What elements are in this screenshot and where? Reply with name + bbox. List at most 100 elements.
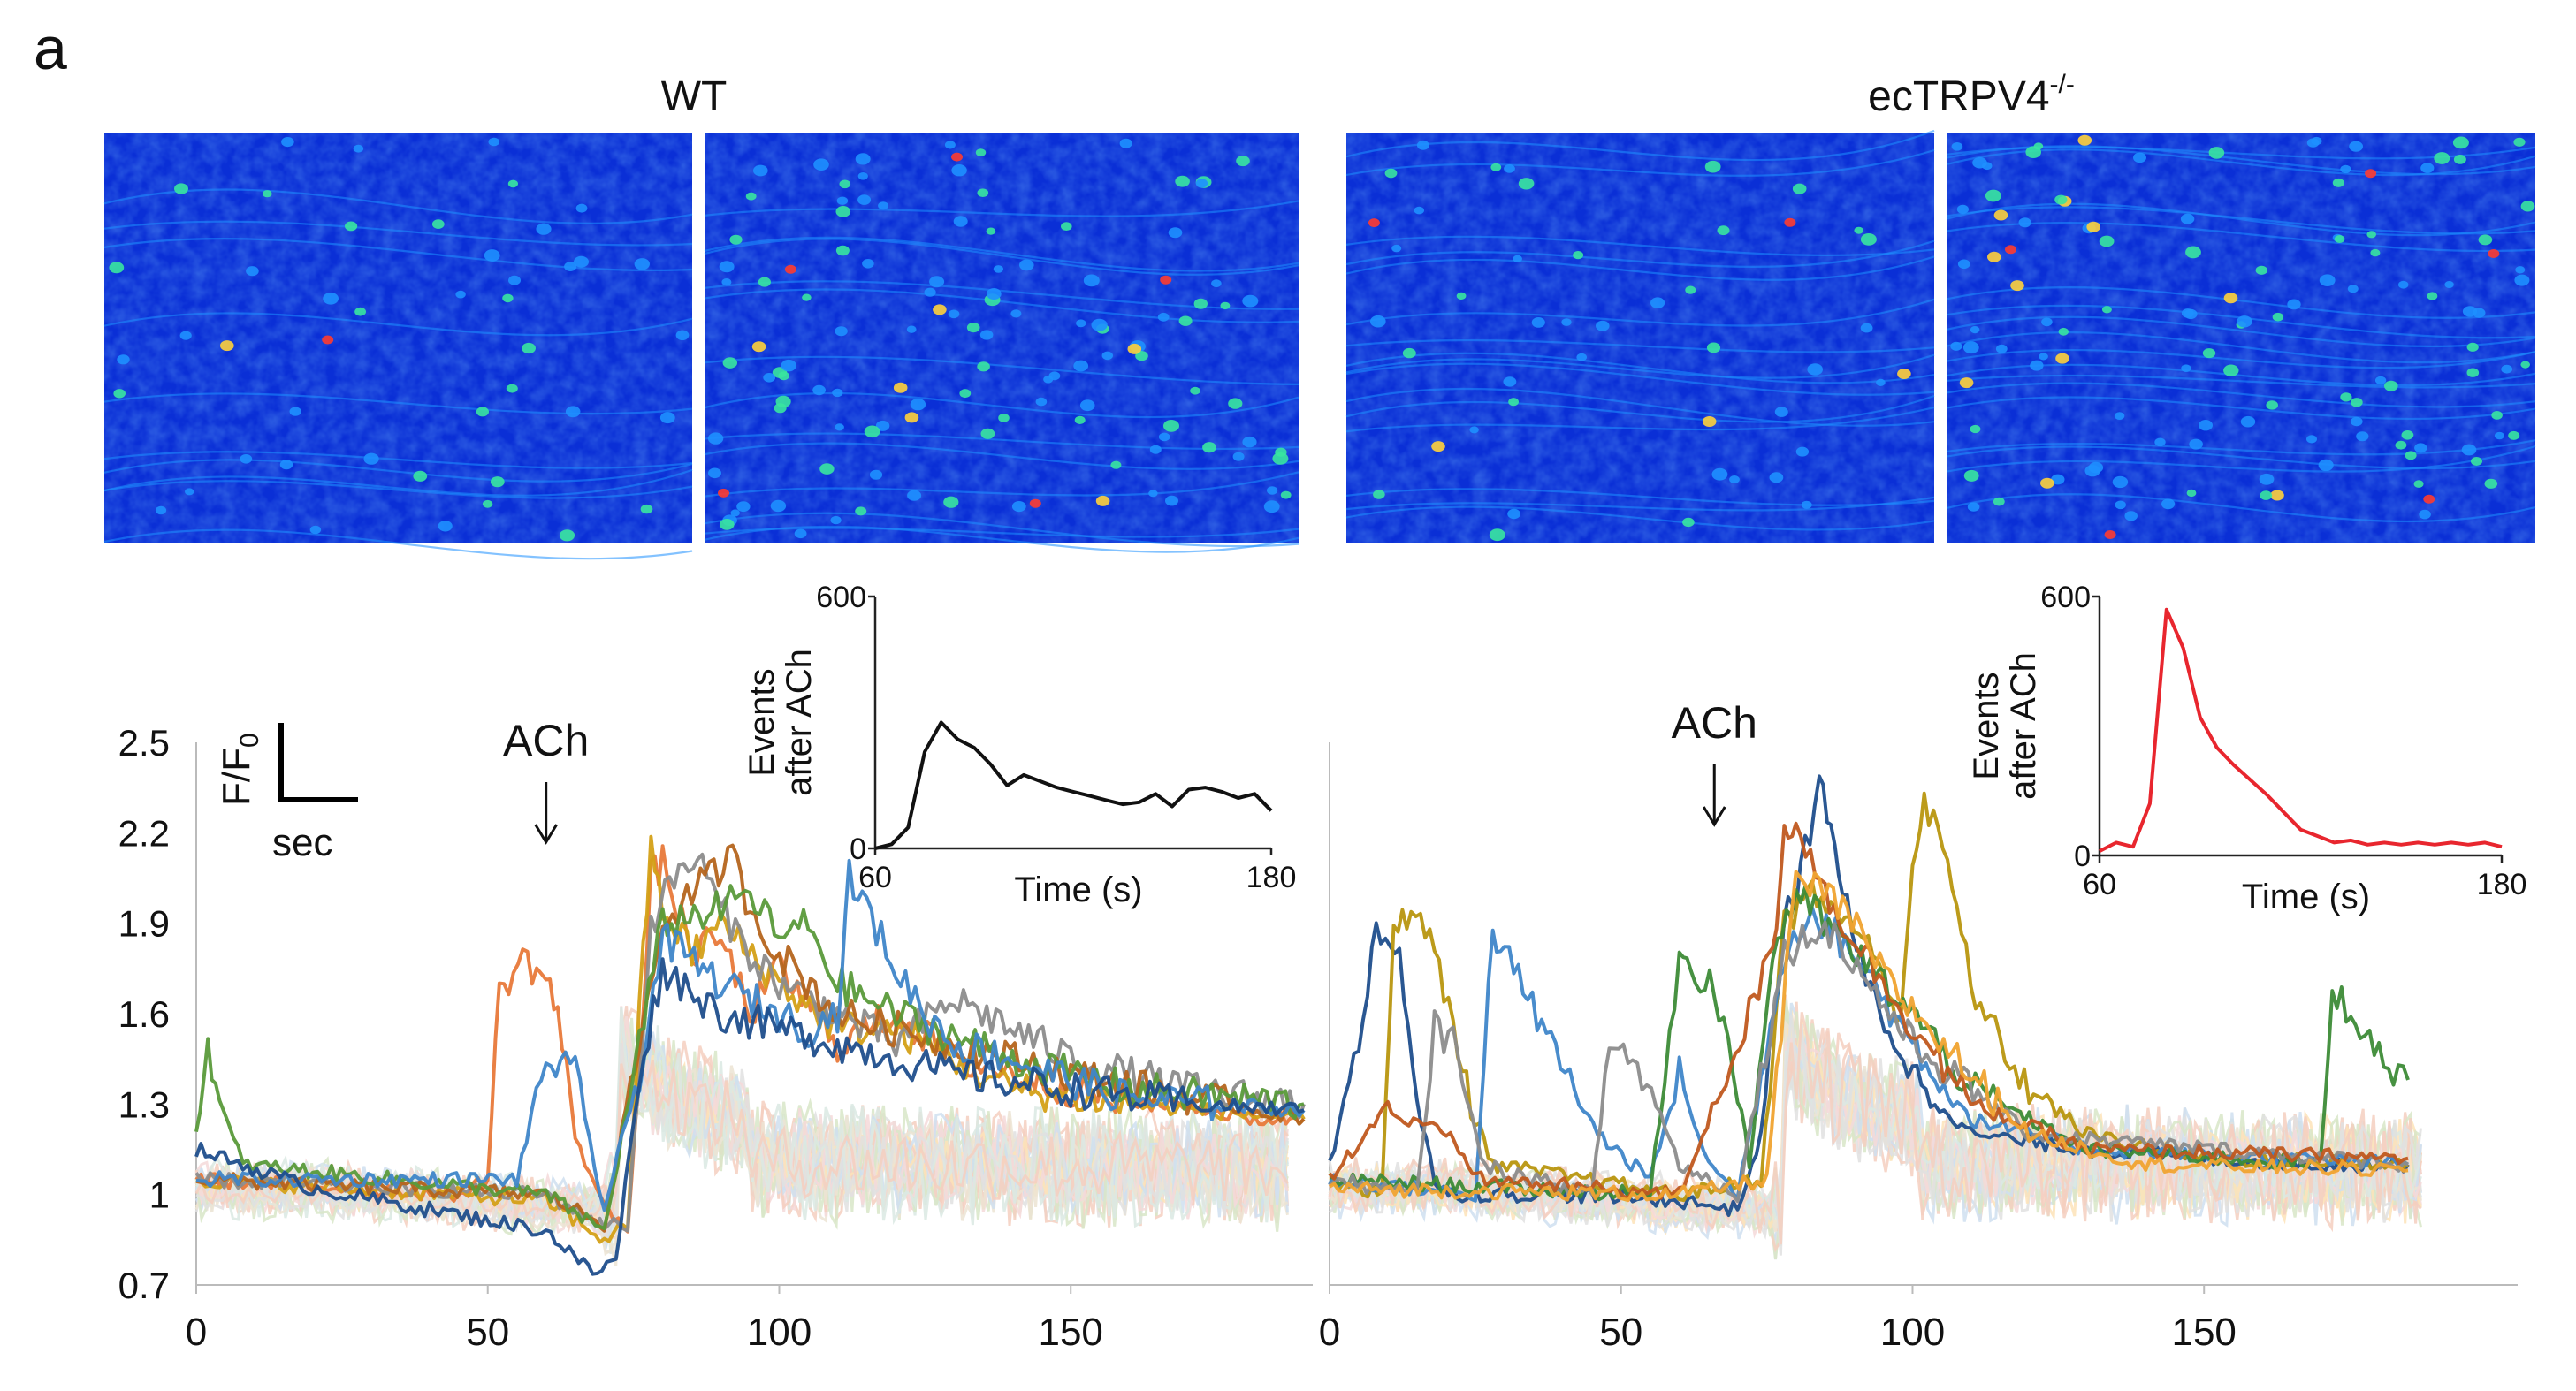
- cell-spot: [1193, 298, 1208, 309]
- cell-spot: [1807, 363, 1823, 376]
- image-texture: [1346, 133, 1934, 543]
- cell-spot: [959, 389, 972, 399]
- cell-spot: [1370, 315, 1386, 328]
- vessel-streak: [1345, 505, 1935, 531]
- cell-spot: [2259, 473, 2275, 485]
- cell-spot: [839, 179, 851, 189]
- vessel-streak: [103, 528, 693, 560]
- inset-x-tick-label: 180: [2477, 868, 2527, 901]
- cell-spot: [2051, 474, 2065, 485]
- cell-spot: [1950, 341, 1962, 351]
- cell-spot: [634, 258, 650, 270]
- inset-series-line: [874, 720, 1273, 850]
- cell-spot: [1518, 178, 1535, 190]
- ko-title-sup: -/-: [2050, 70, 2075, 99]
- cell-spot: [2520, 361, 2530, 369]
- x-tick-label: 0: [186, 1311, 207, 1354]
- image-texture: [104, 133, 692, 543]
- cell-spot: [345, 221, 358, 232]
- series-line-trace-orange: [1328, 870, 2409, 1203]
- cell-spot: [289, 407, 301, 416]
- cell-spot: [2444, 281, 2454, 288]
- cell-spot: [1242, 436, 1257, 448]
- cell-spot: [1168, 227, 1183, 239]
- cell-spot: [2101, 306, 2112, 314]
- cell-spot: [640, 504, 653, 514]
- cell-spot: [719, 261, 735, 273]
- cell-spot: [2513, 137, 2526, 147]
- cell-spot: [2351, 398, 2363, 407]
- cell-spot: [109, 262, 125, 274]
- cell-spot: [2461, 444, 2477, 456]
- cell-spot: [1127, 343, 1142, 354]
- cell-spot: [1160, 275, 1172, 285]
- cell-spot: [1157, 312, 1170, 322]
- cell-spot: [907, 490, 922, 501]
- cell-spot: [2041, 317, 2053, 327]
- cell-spot: [1119, 138, 1132, 148]
- cell-spot: [2180, 213, 2195, 224]
- cell-spot: [1784, 217, 1796, 227]
- series-line-trace-green: [194, 884, 1305, 1230]
- cell-spot: [659, 412, 675, 424]
- cell-spot: [2223, 364, 2239, 376]
- cell-spot: [1951, 142, 1963, 151]
- cell-spot: [2347, 285, 2359, 293]
- cell-spot: [353, 144, 364, 153]
- cell-spot: [1163, 420, 1179, 432]
- cell-spot: [2366, 231, 2376, 239]
- cell-spot: [869, 469, 883, 480]
- cell-spot: [857, 194, 872, 205]
- cell-spot: [1232, 452, 1245, 461]
- inset-x-label: Time (s): [2242, 878, 2370, 916]
- cell-spot: [2161, 498, 2176, 510]
- cell-spot: [893, 382, 908, 393]
- cell-spot: [1073, 360, 1089, 372]
- cell-spot: [185, 488, 194, 496]
- cell-spot: [835, 423, 844, 431]
- cell-spot: [745, 192, 757, 201]
- cell-spot: [1717, 225, 1730, 236]
- cell-spot: [836, 196, 849, 205]
- cell-spot: [2039, 353, 2048, 361]
- cell-spot: [1469, 426, 1479, 434]
- cell-spot: [2334, 235, 2345, 243]
- cell-spot: [1972, 156, 1987, 169]
- inset-y-label-line: after ACh: [780, 649, 819, 796]
- cell-spot: [1795, 446, 1810, 457]
- cell-spot: [1531, 317, 1545, 328]
- cell-spot: [857, 172, 868, 180]
- cell-spot: [431, 219, 445, 229]
- cell-spot: [722, 357, 737, 369]
- inset-x-tick-label: 60: [2083, 868, 2116, 901]
- cell-spot: [565, 406, 581, 418]
- ach-arrow-head: [1702, 806, 1726, 827]
- cell-spot: [720, 519, 735, 530]
- cell-spot: [1242, 294, 1259, 308]
- cell-spot: [1095, 495, 1110, 506]
- scale-bar-y-sub: 0: [235, 733, 264, 748]
- cell-spot: [830, 515, 842, 525]
- x-tick-label: 50: [466, 1311, 509, 1354]
- vessel-streak: [704, 525, 1299, 553]
- cell-spot: [2349, 141, 2364, 152]
- cell-spot: [2040, 477, 2054, 489]
- cell-spot: [763, 373, 776, 383]
- cell-spot: [1985, 189, 2001, 202]
- cell-spot: [2086, 221, 2100, 232]
- image-texture: [705, 133, 1299, 543]
- cell-spot: [2434, 152, 2450, 164]
- cell-spot: [1769, 472, 1784, 483]
- cell-spot: [1373, 490, 1385, 499]
- cell-spot: [2452, 136, 2469, 149]
- cell-spot: [1962, 341, 1979, 354]
- cell-spot: [910, 398, 926, 411]
- vessel-streak: [1345, 298, 1935, 327]
- cell-spot: [1860, 233, 1877, 246]
- vessel-streak: [1345, 352, 1935, 384]
- cell-spot: [1801, 500, 1812, 509]
- vessel-streak: [704, 442, 1299, 470]
- cell-spot: [476, 407, 490, 417]
- cell-spot: [482, 499, 493, 508]
- fluorescence-image-1: [103, 133, 693, 560]
